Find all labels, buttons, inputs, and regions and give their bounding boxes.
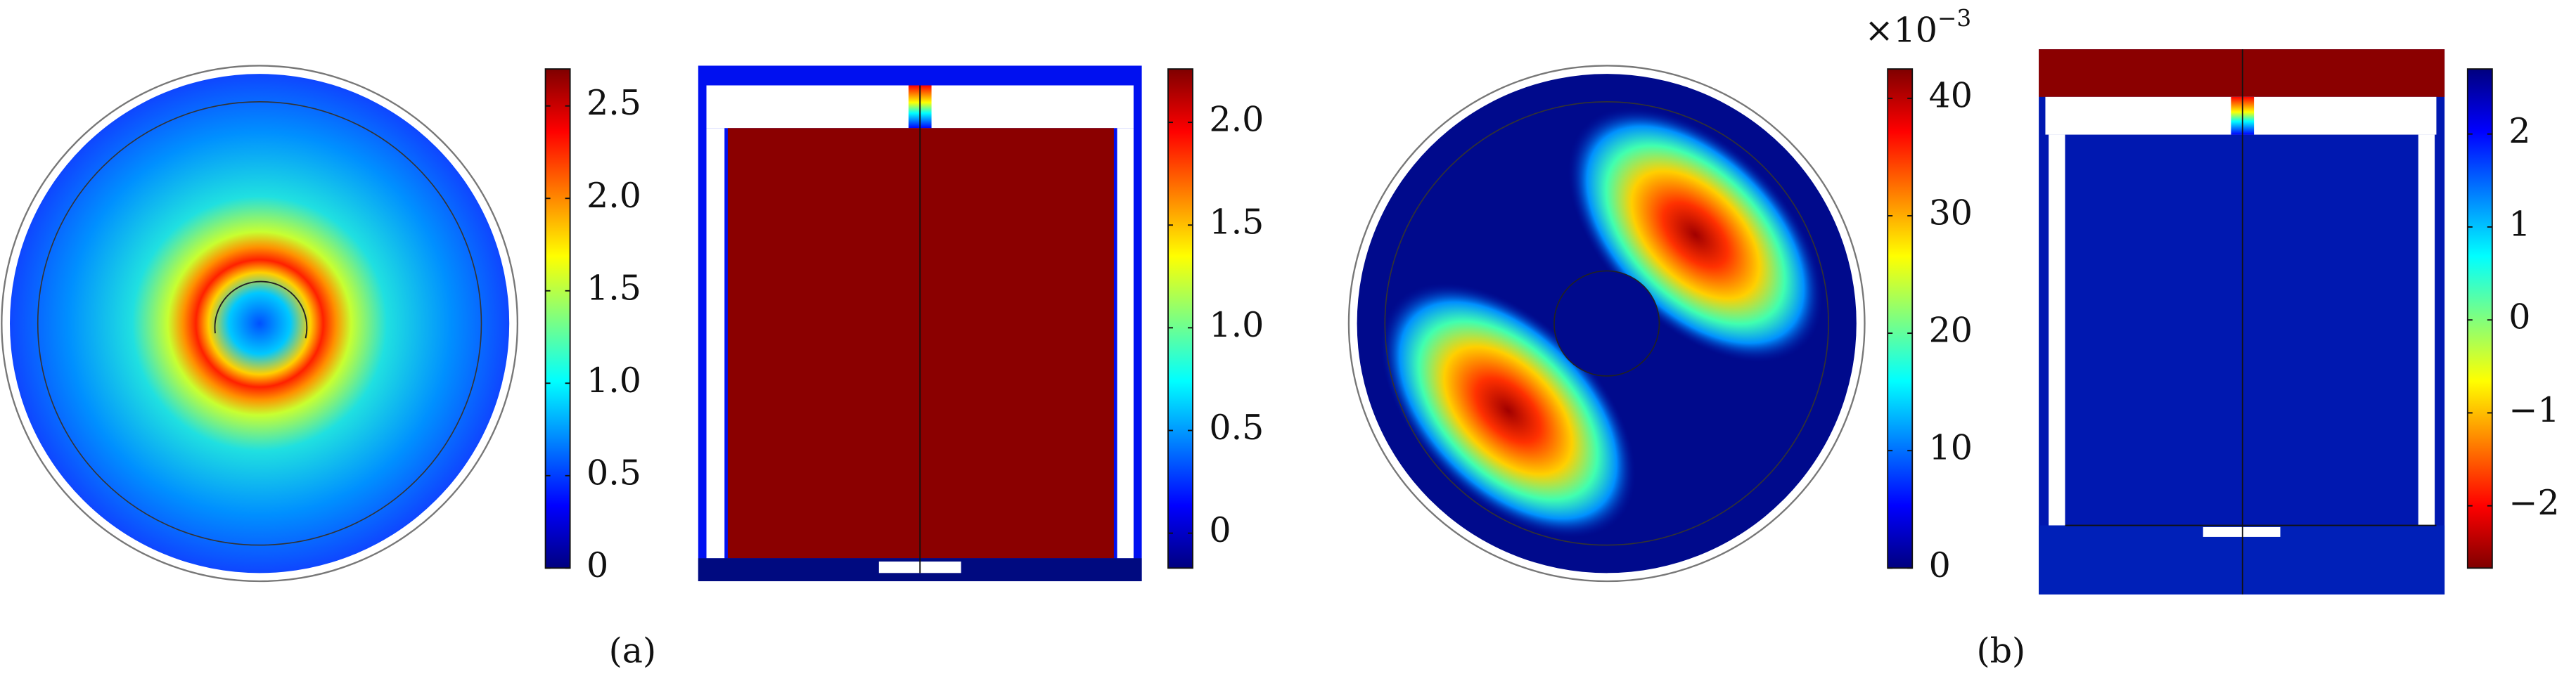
colorbar-tick-label: 1.0	[587, 360, 641, 401]
multiplier-exponent: −3	[1937, 5, 1971, 32]
colorbar	[1887, 68, 1914, 569]
colorbar-tick-label: 0.5	[1209, 407, 1264, 448]
colorbar-tick-label: 20	[1929, 310, 1973, 351]
colorbar	[2466, 68, 2493, 569]
colorbar-multiplier: ×10−3	[1864, 5, 1971, 50]
colorbar-tick-label: −2	[2508, 482, 2559, 523]
colorbar-tick-label: 0	[1209, 510, 1231, 550]
colorbar-tick-label: −1	[2508, 389, 2559, 430]
colorbar	[1167, 68, 1193, 569]
colorbar-tick-label: 2.0	[587, 175, 641, 216]
colorbar-tick-label: 2.5	[587, 82, 641, 123]
panel-b-section	[2039, 49, 2445, 595]
panel-a-section	[698, 65, 1142, 581]
colorbar-tick-label: 1.0	[1209, 304, 1264, 345]
panel-label: (b)	[1977, 630, 2026, 670]
colorbar-tick-label: 2.0	[1209, 99, 1264, 140]
panel-b-field	[1347, 65, 1866, 583]
colorbar-tick-label: 30	[1929, 193, 1973, 233]
panel-label: (a)	[609, 630, 657, 670]
colorbar-tick-label: 0	[1929, 545, 1951, 585]
panel-a-field	[1, 65, 519, 583]
colorbar-tick-label: 1.5	[1209, 202, 1264, 242]
colorbar-tick-label: 1	[2508, 203, 2530, 244]
colorbar-tick-label: 10	[1929, 427, 1973, 468]
colorbar-tick-label: 1.5	[587, 267, 641, 308]
colorbar-tick-label: 40	[1929, 74, 1973, 115]
colorbar-tick-label: 0.5	[587, 452, 641, 493]
colorbar-tick-label: 2	[2508, 110, 2530, 151]
multiplier-base: ×10	[1864, 9, 1937, 50]
colorbar-tick-label: 0	[2508, 297, 2530, 337]
colorbar	[544, 68, 571, 569]
colorbar-tick-label: 0	[587, 545, 608, 585]
